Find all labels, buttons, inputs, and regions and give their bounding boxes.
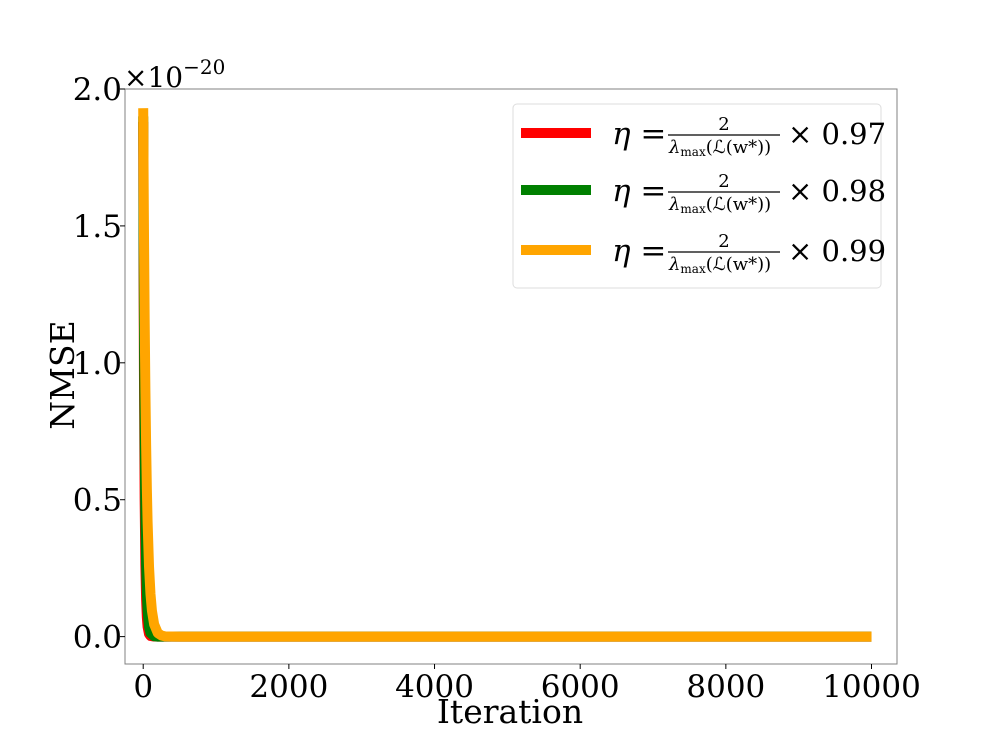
x-tick-label: 6000 <box>541 669 620 705</box>
legend-eta-lhs: η = <box>612 173 666 209</box>
x-axis-ticks: 0 2000 4000 6000 8000 10000 <box>133 664 921 705</box>
y-tick-label: 2.0 <box>73 72 122 108</box>
legend-fraction-denominator: λmax(ℒ(w*)) <box>668 254 771 276</box>
y-axis-scale-label: ×10−20 <box>124 55 225 94</box>
y-axis-ticks: 0.0 0.5 1.0 1.5 2.0 <box>73 72 125 656</box>
y-axis-title: NMSE <box>43 320 82 429</box>
x-tick-label: 10000 <box>822 669 921 705</box>
x-tick-label: 8000 <box>686 669 765 705</box>
legend-fraction-numerator: 2 <box>718 231 729 252</box>
y-axis-scale-exponent: −20 <box>183 55 225 79</box>
legend-fraction-numerator: 2 <box>718 171 729 192</box>
series-line-3 <box>138 108 872 642</box>
plot-lines <box>138 108 872 642</box>
legend-box <box>512 103 882 289</box>
y-tick-label: 1.0 <box>73 346 122 382</box>
y-axis-scale-multiplier: ×10 <box>124 61 183 94</box>
legend-fraction-numerator: 2 <box>718 114 729 135</box>
x-tick-label: 0 <box>133 669 153 705</box>
y-tick-label: 0.5 <box>73 483 122 519</box>
x-axis-title: Iteration <box>437 692 583 731</box>
x-tick-label: 4000 <box>395 669 474 705</box>
legend-factor: × 0.97 <box>788 117 886 151</box>
legend-factor: × 0.99 <box>788 234 886 268</box>
y-tick-label: 1.5 <box>73 209 122 245</box>
plot-frame <box>124 88 898 665</box>
legend-factor: × 0.98 <box>788 174 886 208</box>
legend-eta-lhs: η = <box>612 116 666 152</box>
x-tick-label: 2000 <box>249 669 328 705</box>
legend-fraction-denominator: λmax(ℒ(w*)) <box>668 194 771 216</box>
legend-eta-lhs: η = <box>612 233 666 269</box>
legend-fraction-denominator: λmax(ℒ(w*)) <box>668 137 771 159</box>
y-tick-label: 0.0 <box>73 620 122 656</box>
